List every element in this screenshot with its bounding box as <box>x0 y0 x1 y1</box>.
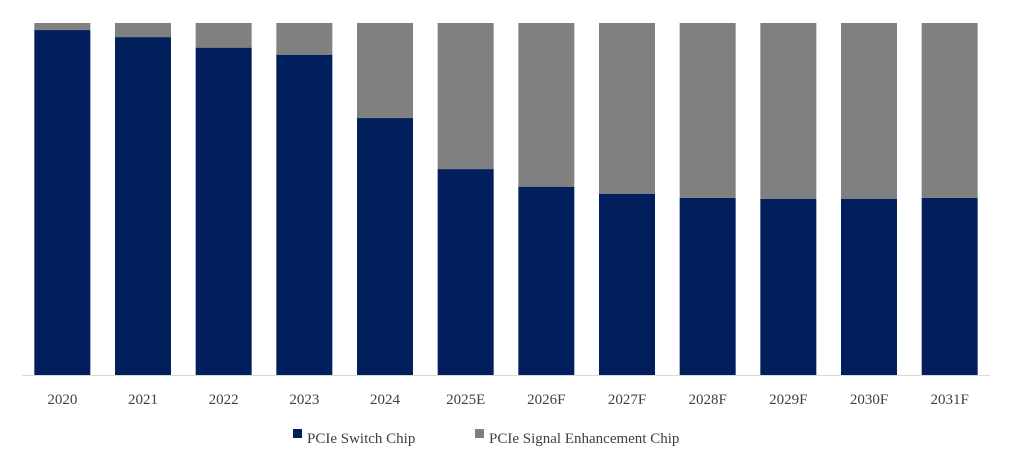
bar-pcie-signal-enhancement-chip-2026f <box>518 23 575 187</box>
x-tick-label-2028f: 2028F <box>688 392 726 408</box>
bar-pcie-signal-enhancement-chip-2021 <box>115 23 171 38</box>
legend-label-pcie-signal-enhancement-chip: PCIe Signal Enhancement Chip <box>489 431 679 447</box>
bar-pcie-switch-chip-2031f <box>921 197 978 375</box>
x-tick-label-2023: 2023 <box>289 392 319 408</box>
bar-pcie-signal-enhancement-chip-2029f <box>760 23 817 199</box>
bar-pcie-signal-enhancement-chip-2027f <box>599 23 655 194</box>
bar-pcie-signal-enhancement-chip-2031f <box>921 23 978 198</box>
bar-pcie-signal-enhancement-chip-2024 <box>357 23 413 119</box>
x-tick-label-2022: 2022 <box>209 392 239 408</box>
x-tick-label-2020: 2020 <box>47 392 77 408</box>
bar-pcie-switch-chip-2023 <box>276 54 333 376</box>
bar-pcie-switch-chip-2028f <box>679 197 736 375</box>
bar-pcie-switch-chip-2026f <box>518 186 575 375</box>
bar-pcie-switch-chip-2029f <box>760 199 817 375</box>
bar-pcie-signal-enhancement-chip-2020 <box>34 23 91 31</box>
bar-pcie-switch-chip-2024 <box>357 118 413 375</box>
bar-pcie-switch-chip-2022 <box>195 47 252 375</box>
x-tick-label-2025e: 2025E <box>446 392 485 408</box>
legend-swatch-pcie-switch-chip <box>293 429 302 438</box>
x-tick-label-2024: 2024 <box>370 392 401 408</box>
x-tick-label-2027f: 2027F <box>608 392 646 408</box>
x-tick-label-2026f: 2026F <box>527 392 565 408</box>
x-tick-labels: 2020 2021 2022 2023 2024 2025E 2026F 2027F 2028F… <box>47 392 969 408</box>
legend-swatch-pcie-signal-enhancement-chip <box>475 429 484 438</box>
bar-pcie-signal-enhancement-chip-2025e <box>437 23 494 170</box>
bars-layer <box>34 23 978 376</box>
bar-pcie-switch-chip-2021 <box>115 37 171 375</box>
bar-pcie-switch-chip-2030f <box>841 199 897 375</box>
x-tick-label-2030f: 2030F <box>850 392 888 408</box>
x-tick-label-2021: 2021 <box>128 392 158 408</box>
bar-pcie-signal-enhancement-chip-2030f <box>841 23 897 199</box>
legend: PCIe Switch Chip PCIe Signal Enhancement… <box>293 429 679 447</box>
bar-pcie-switch-chip-2027f <box>599 193 655 375</box>
x-tick-label-2029f: 2029F <box>769 392 807 408</box>
bar-pcie-switch-chip-2020 <box>34 30 91 375</box>
x-tick-label-2031f: 2031F <box>930 392 968 408</box>
bar-pcie-switch-chip-2025e <box>437 169 494 375</box>
bar-pcie-signal-enhancement-chip-2028f <box>679 23 736 198</box>
bar-pcie-signal-enhancement-chip-2022 <box>195 23 252 48</box>
bar-pcie-signal-enhancement-chip-2023 <box>276 23 333 55</box>
legend-label-pcie-switch-chip: PCIe Switch Chip <box>307 431 415 447</box>
